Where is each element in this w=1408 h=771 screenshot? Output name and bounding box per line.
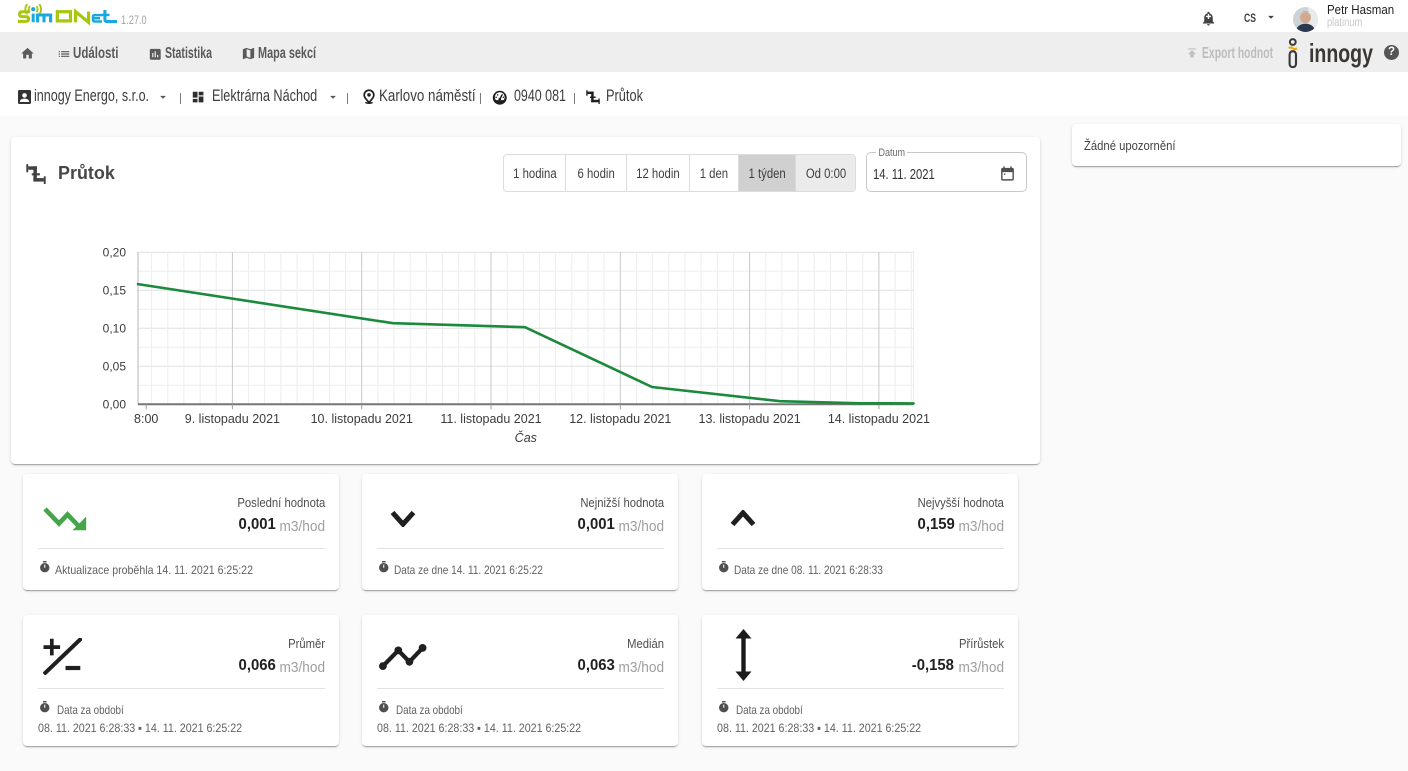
- svg-text:0,05: 0,05: [103, 360, 127, 374]
- svg-text:13. listopadu 2021: 13. listopadu 2021: [699, 412, 801, 426]
- svg-text:9. listopadu 2021: 9. listopadu 2021: [185, 412, 280, 426]
- svg-text:0,20: 0,20: [103, 246, 127, 260]
- svg-text:11. listopadu 2021: 11. listopadu 2021: [440, 412, 541, 426]
- svg-text:0,15: 0,15: [103, 284, 127, 298]
- svg-text:Čas: Čas: [515, 430, 537, 445]
- svg-text:12. listopadu 2021: 12. listopadu 2021: [569, 412, 671, 426]
- svg-text:8:00: 8:00: [134, 412, 158, 426]
- svg-text:10. listopadu 2021: 10. listopadu 2021: [311, 412, 413, 426]
- svg-text:0,10: 0,10: [103, 322, 127, 336]
- svg-text:14. listopadu 2021: 14. listopadu 2021: [828, 412, 930, 426]
- svg-text:0,00: 0,00: [103, 398, 127, 412]
